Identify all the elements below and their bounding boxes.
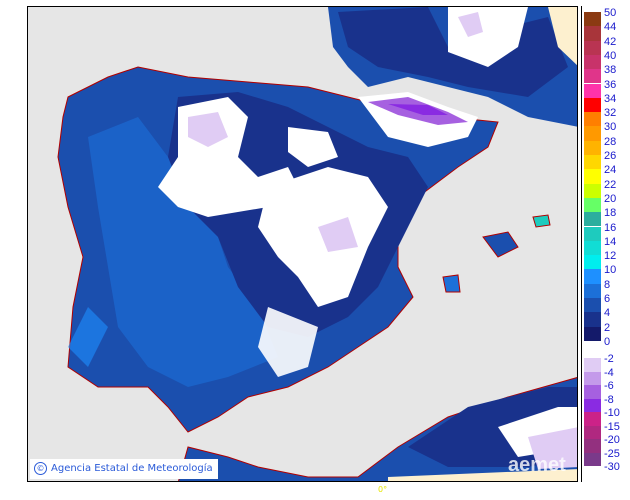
legend-label: -8 — [604, 393, 614, 406]
legend-swatch — [584, 452, 601, 466]
legend-label: 0 — [604, 335, 611, 348]
credit-text: Agencia Estatal de Meteorología — [51, 463, 213, 474]
legend-label: -6 — [604, 380, 614, 392]
legend-label: 36 — [604, 78, 617, 91]
legend-label: 44 — [604, 21, 617, 34]
legend-divider — [581, 6, 582, 482]
legend-label: 28 — [604, 135, 617, 148]
legend-swatch — [584, 269, 601, 284]
legend-swatch — [584, 326, 601, 341]
legend-label: 8 — [604, 278, 611, 291]
legend-swatch — [584, 312, 601, 327]
legend-label: 34 — [604, 92, 617, 105]
legend-label: -30 — [604, 461, 620, 473]
legend-swatch — [584, 283, 601, 298]
longitude-label: 0° — [378, 485, 388, 494]
legend-swatch — [584, 358, 601, 372]
legend-label: -20 — [604, 434, 620, 446]
legend-label: 26 — [604, 150, 617, 162]
legend-swatch — [584, 226, 601, 241]
legend-swatch — [584, 40, 601, 55]
legend-swatch — [584, 255, 601, 270]
legend-label: -15 — [604, 420, 620, 433]
legend-label: 12 — [604, 250, 617, 263]
legend-swatch — [584, 212, 601, 227]
legend-label: 38 — [604, 64, 617, 77]
legend-label: 22 — [604, 178, 617, 191]
aemet-watermark: aemet — [508, 454, 566, 476]
legend-swatch — [584, 169, 601, 184]
legend-swatch — [584, 240, 601, 256]
legend-label: 24 — [604, 164, 617, 177]
legend-label: -10 — [604, 407, 620, 419]
baleares — [482, 231, 519, 258]
legend-swatch — [584, 54, 601, 70]
legend-label: 16 — [604, 221, 617, 234]
legend-label: 18 — [604, 207, 617, 220]
legend-swatch — [584, 97, 601, 113]
legend-swatch — [584, 371, 601, 385]
legend-swatch — [584, 112, 601, 127]
legend-label: 6 — [604, 293, 611, 305]
legend-swatch — [584, 12, 601, 27]
color-legend: 50 44 42 40 38 36 34 32 30 28 26 24 22 20 18 16 14 12 10 8 6… — [583, 0, 630, 500]
legend-swatch — [584, 126, 601, 141]
legend-label: 42 — [604, 35, 617, 48]
legend-label: -4 — [604, 366, 614, 379]
legend-label: 2 — [604, 321, 611, 334]
temperature-map: aemet © Agencia Estatal de Meteorología — [27, 6, 578, 482]
legend-label: 14 — [604, 235, 617, 248]
legend-label: 10 — [604, 264, 617, 277]
copyright-icon: © — [34, 462, 47, 475]
legend-swatch — [584, 425, 601, 439]
legend-swatch — [584, 69, 601, 84]
legend-swatch — [584, 140, 601, 155]
legend-swatch — [584, 412, 601, 426]
legend-label: 50 — [604, 7, 617, 19]
legend-swatch — [584, 298, 601, 313]
legend-swatch — [584, 183, 601, 198]
legend-label: 4 — [604, 307, 611, 320]
legend-swatch — [584, 155, 601, 170]
legend-swatch — [584, 398, 601, 412]
legend-label: 30 — [604, 121, 617, 134]
legend-label: -2 — [604, 353, 614, 365]
legend-swatch — [584, 197, 601, 213]
credit-label: © Agencia Estatal de Meteorología — [30, 459, 218, 479]
legend-label: -25 — [604, 447, 620, 460]
legend-label: 20 — [604, 192, 617, 205]
legend-label: 32 — [604, 107, 617, 120]
legend-swatch — [584, 385, 601, 399]
map-graphic: aemet — [57, 7, 577, 481]
legend-swatch — [584, 83, 601, 98]
legend-swatch — [584, 26, 601, 41]
legend-label: 40 — [604, 49, 617, 62]
legend-swatch — [584, 439, 601, 453]
